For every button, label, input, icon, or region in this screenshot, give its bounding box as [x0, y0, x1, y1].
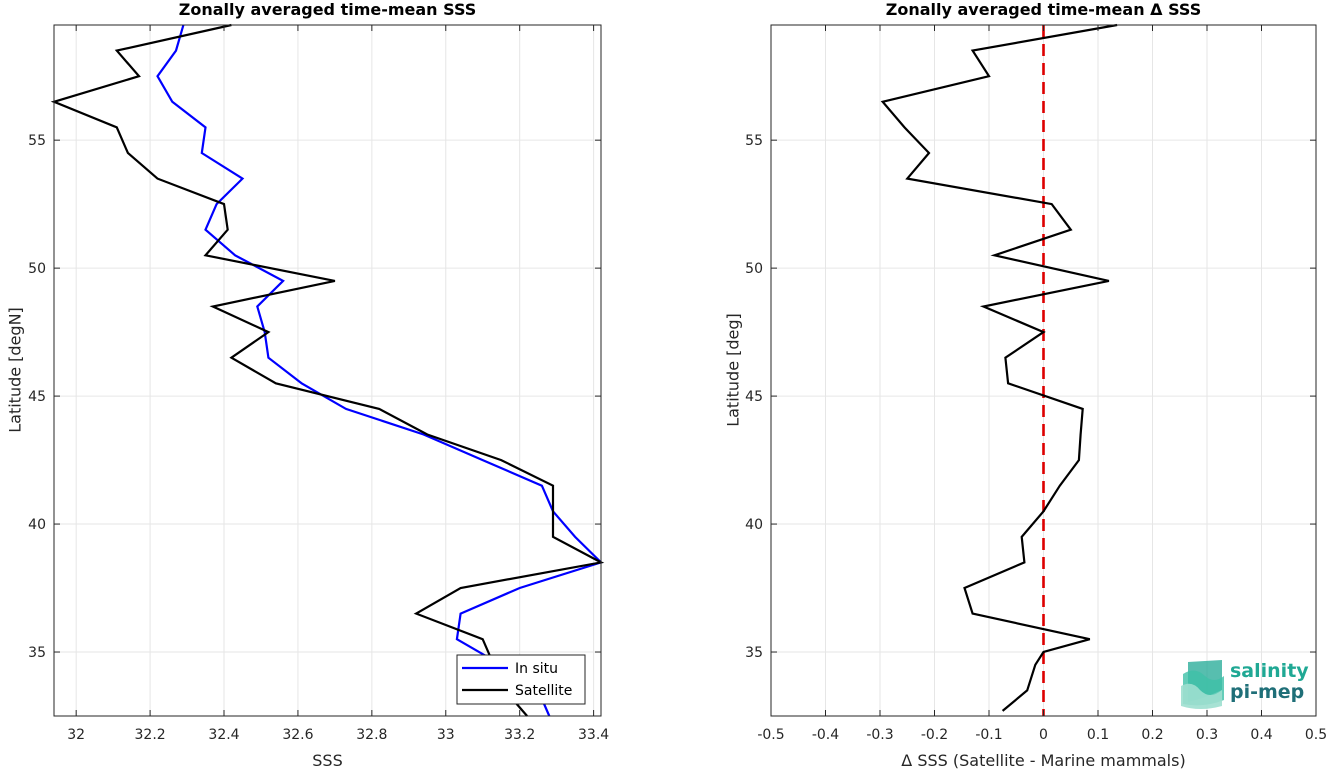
left-x-axis-label: SSS	[312, 751, 342, 769]
left-chart-title: Zonally averaged time-mean SSS	[179, 0, 477, 19]
x-tick-label: 33.2	[504, 727, 535, 743]
y-tick-label: 50	[745, 261, 763, 277]
x-tick-label: -0.4	[812, 727, 839, 743]
x-tick-label: -0.1	[975, 727, 1002, 743]
left-plot-area	[54, 25, 601, 716]
x-tick-label: 0	[1039, 727, 1048, 743]
x-tick-label: 32.6	[282, 727, 313, 743]
right-ticks: -0.5 -0.4 -0.3 -0.2 -0.1 0 0.1 0.2 0.3 0.4 0.5 35 40…	[745, 25, 1327, 743]
x-tick-label: 33	[437, 727, 455, 743]
x-tick-label: 0.2	[1141, 727, 1163, 743]
legend: In situ Satellite	[456, 654, 586, 705]
y-tick-label: 35	[745, 645, 763, 661]
right-chart: -0.5 -0.4 -0.3 -0.2 -0.1 0 0.1 0.2 0.3 0.4 0.5 35 40…	[724, 0, 1328, 769]
left-grid	[54, 25, 601, 716]
logo-text-pi-mep: pi-mep	[1230, 681, 1304, 703]
logo-wave-icon	[1181, 660, 1224, 709]
x-tick-label: 32	[67, 727, 85, 743]
legend-in-situ-label: In situ	[515, 661, 558, 677]
x-tick-label: 0.3	[1196, 727, 1218, 743]
x-tick-label: -0.5	[757, 727, 784, 743]
left-y-axis-label: Latitude [degN]	[6, 307, 25, 433]
x-tick-label: 0.1	[1087, 727, 1109, 743]
salinity-pi-mep-logo: salinity pi-mep	[1181, 660, 1309, 709]
right-series-layer	[880, 23, 1118, 712]
right-chart-title: Zonally averaged time-mean Δ SSS	[886, 0, 1202, 19]
x-tick-label: 33.4	[578, 727, 609, 743]
y-tick-label: 55	[745, 133, 763, 149]
series-line-in-situ	[156, 24, 604, 717]
x-tick-label: 32.2	[135, 727, 166, 743]
y-tick-label: 45	[745, 389, 763, 405]
series-line-satellite	[50, 23, 605, 717]
y-tick-label: 35	[28, 645, 46, 661]
logo-text-salinity: salinity	[1230, 660, 1309, 682]
x-tick-label: -0.2	[921, 727, 948, 743]
y-tick-label: 40	[28, 517, 46, 533]
legend-satellite-label: Satellite	[515, 683, 572, 699]
x-tick-label: 0.5	[1305, 727, 1327, 743]
y-tick-label: 45	[28, 389, 46, 405]
series-line-delta-sss	[880, 23, 1118, 712]
left-ticks: 32 32.2 32.4 32.6 32.8 33 33.2 33.4 35 40 45 50 55	[28, 25, 609, 743]
y-tick-label: 55	[28, 133, 46, 149]
x-tick-label: 32.4	[208, 727, 239, 743]
left-plot-frame	[53, 24, 602, 717]
x-tick-label: 0.4	[1250, 727, 1272, 743]
right-y-axis-label: Latitude [deg]	[724, 313, 743, 427]
legend-box	[456, 654, 586, 705]
right-x-axis-label: Δ SSS (Satellite - Marine mammals)	[901, 751, 1185, 769]
left-chart: 32 32.2 32.4 32.6 32.8 33 33.2 33.4 35 40 45 50 55 Z…	[6, 0, 610, 769]
left-series-layer	[50, 23, 605, 717]
y-tick-label: 50	[28, 261, 46, 277]
x-tick-label: -0.3	[866, 727, 893, 743]
x-tick-label: 32.8	[356, 727, 387, 743]
y-tick-label: 40	[745, 517, 763, 533]
